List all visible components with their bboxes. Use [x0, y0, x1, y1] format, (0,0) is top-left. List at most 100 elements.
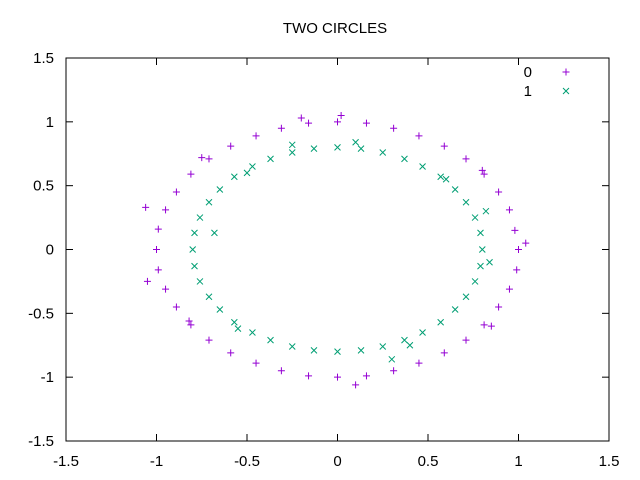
- x-tick-label: 1.5: [599, 453, 620, 470]
- data-point-series-0: [352, 381, 360, 389]
- data-point-series-0: [480, 321, 488, 329]
- data-point-series-0: [252, 359, 260, 367]
- data-point-series-0: [198, 154, 206, 162]
- data-point-series-0: [297, 114, 305, 122]
- data-point-series-0: [162, 285, 170, 293]
- legend: 0 1: [524, 64, 570, 100]
- data-point-series-1: [191, 229, 198, 237]
- data-point-series-1: [401, 155, 408, 163]
- data-point-series-1: [477, 229, 484, 237]
- data-point-series-1: [288, 343, 296, 350]
- data-point-series-0: [505, 206, 513, 214]
- y-tick-label: -1: [41, 369, 54, 386]
- data-point-series-0: [462, 336, 470, 344]
- data-point-series-1: [437, 173, 445, 181]
- data-point-series-0: [495, 188, 503, 196]
- data-point-series-1: [310, 145, 318, 152]
- x-tick-label: 1: [514, 453, 522, 470]
- data-point-series-0: [154, 266, 162, 274]
- data-point-series-1: [230, 318, 238, 326]
- data-point-series-0: [154, 225, 162, 233]
- data-point-series-0: [415, 132, 423, 140]
- data-point-series-1: [288, 141, 296, 149]
- legend-label-0: 0: [524, 64, 532, 81]
- data-point-series-1: [482, 207, 490, 215]
- data-point-series-1: [230, 173, 238, 181]
- data-point-series-1: [419, 329, 426, 336]
- data-point-series-0: [153, 246, 160, 253]
- data-point-series-0: [362, 372, 370, 380]
- data-point-series-1: [205, 198, 213, 206]
- data-point-series-1: [357, 145, 365, 152]
- data-point-series-1: [288, 149, 296, 156]
- data-point-series-1: [267, 155, 274, 163]
- data-point-series-1: [406, 341, 414, 349]
- data-point-series-1: [471, 214, 479, 221]
- data-point-series-0: [205, 155, 213, 163]
- y-tick-label: 0: [46, 242, 54, 259]
- data-point-series-0: [478, 166, 486, 174]
- data-point-series-1: [205, 293, 213, 301]
- data-point-series-0: [390, 367, 398, 375]
- data-point-series-1: [486, 258, 493, 266]
- y-tick-label: 1: [46, 114, 54, 131]
- data-point-series-0: [480, 170, 488, 178]
- data-point-series-0: [305, 372, 313, 380]
- data-point-series-0: [515, 246, 522, 253]
- data-point-series-1: [401, 336, 408, 344]
- data-point-series-0: [511, 226, 519, 234]
- data-point-series-0: [227, 142, 235, 150]
- data-point-series-0: [277, 367, 285, 375]
- data-point-series-1: [379, 149, 387, 156]
- y-tick-label: 1.5: [33, 50, 54, 67]
- data-point-series-0: [187, 170, 195, 178]
- legend-marker-1: [562, 87, 570, 95]
- data-point-series-0: [172, 188, 180, 196]
- data-point-series-1: [462, 293, 470, 301]
- data-point-series-0: [462, 155, 470, 163]
- data-point-series-1: [477, 262, 484, 270]
- plot-area-frame: [65, 57, 610, 442]
- data-point-series-1: [379, 343, 387, 350]
- data-point-series-0: [440, 349, 448, 357]
- data-point-series-1: [249, 163, 256, 170]
- x-tick-label: 0: [333, 453, 341, 470]
- data-point-series-1: [211, 229, 218, 237]
- legend-marker-0: [562, 68, 570, 76]
- data-point-series-1: [451, 186, 459, 193]
- data-point-series-1: [267, 336, 274, 344]
- data-point-series-1: [451, 306, 459, 313]
- data-point-series-0: [305, 119, 313, 127]
- data-point-series-0: [487, 322, 495, 330]
- data-point-series-0: [337, 111, 345, 119]
- data-point-series-1: [352, 138, 359, 146]
- data-point-series-0: [143, 277, 151, 285]
- data-point-series-1: [334, 348, 341, 355]
- data-point-series-0: [415, 359, 423, 367]
- data-point-series-0: [362, 119, 370, 127]
- x-tick-label: 0.5: [418, 453, 439, 470]
- y-tick-label: -1.5: [28, 433, 54, 450]
- data-point-series-1: [243, 169, 251, 177]
- data-point-series-0: [187, 321, 195, 329]
- series-0-points: [142, 111, 530, 389]
- series-1-points: [189, 138, 493, 363]
- data-point-series-0: [227, 349, 235, 357]
- y-tick-label: 0.5: [33, 178, 54, 195]
- axis-ticks: -1.5 -1 -0.5 0 0.5 1 1.5 1.5 1 0.5 0 -0.5 -1 -1.5: [28, 50, 619, 470]
- chart-title: TWO CIRCLES: [283, 20, 387, 37]
- data-point-series-1: [419, 163, 426, 170]
- data-point-series-1: [471, 278, 479, 285]
- data-point-series-0: [142, 203, 150, 211]
- data-point-series-0: [277, 124, 285, 132]
- x-tick-label: -1: [150, 453, 163, 470]
- data-point-series-1: [334, 144, 341, 151]
- data-point-series-0: [513, 266, 521, 274]
- data-point-series-1: [442, 175, 450, 183]
- data-point-series-0: [495, 303, 503, 311]
- data-point-series-1: [462, 198, 470, 206]
- data-point-series-0: [505, 285, 513, 293]
- data-point-series-0: [390, 124, 398, 132]
- data-point-series-0: [205, 336, 213, 344]
- data-point-series-0: [440, 142, 448, 150]
